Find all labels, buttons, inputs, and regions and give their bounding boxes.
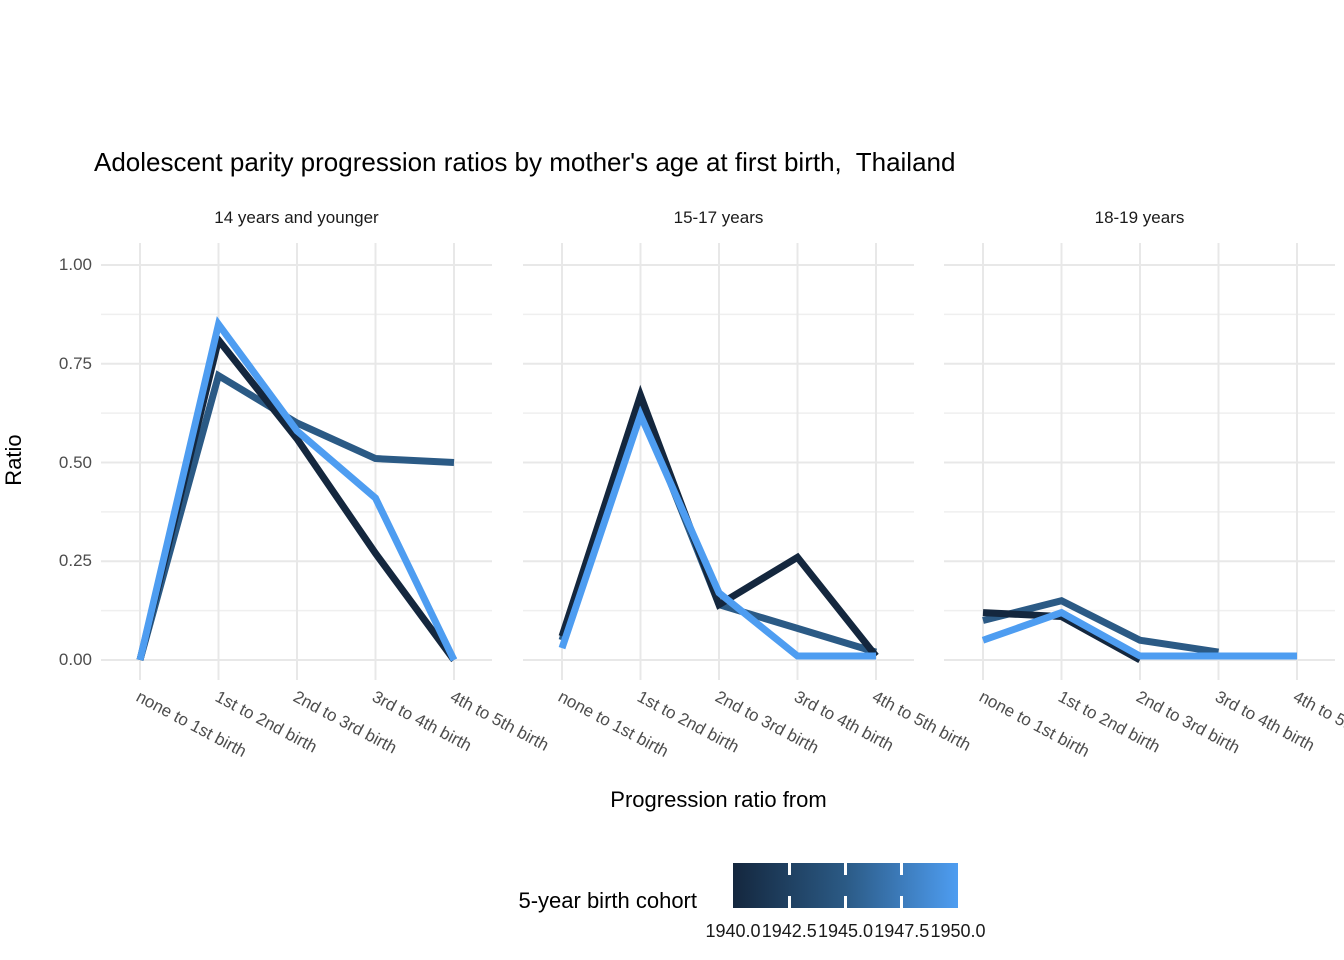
facet-strip-label: 15-17 years xyxy=(673,208,764,227)
legend-tick-label: 1947.5 xyxy=(874,921,930,941)
legend-title: 5-year birth cohort xyxy=(518,888,697,913)
series-line-cohort-1945-facet-0 xyxy=(136,370,455,661)
colorbar-tick xyxy=(844,863,847,875)
y-tick-label: 0.50 xyxy=(58,452,92,472)
legend-tick-label: 1942.5 xyxy=(761,921,817,941)
x-axis-title: Progression ratio from xyxy=(610,787,827,812)
y-tick-label: 0.25 xyxy=(58,551,92,571)
series-line-cohort-1950-facet-1 xyxy=(558,405,876,660)
facet-strip-label: 14 years and younger xyxy=(214,208,379,227)
facet-strip-label: 18-19 years xyxy=(1094,208,1185,227)
series-line-cohort-1950-facet-0 xyxy=(136,316,458,662)
y-axis-title: Ratio xyxy=(1,434,26,486)
legend-tick-label: 1950.0 xyxy=(930,921,986,941)
page-title: Adolescent parity progression ratios by … xyxy=(94,147,956,177)
colorbar-tick xyxy=(900,863,904,875)
legend-tick-label: 1940.0 xyxy=(705,921,761,941)
legend-colorbar xyxy=(733,863,958,908)
legend-tick-label: 1945.0 xyxy=(817,921,874,941)
colorbar-tick xyxy=(787,863,791,875)
series-line-cohort-1945-facet-2 xyxy=(982,597,1220,656)
series-line-cohort-1940-facet-1 xyxy=(558,384,879,659)
colorbar-tick xyxy=(787,896,791,908)
series-line-cohort-1950-facet-2 xyxy=(981,608,1297,660)
colorbar-tick xyxy=(844,896,847,908)
y-tick-label: 1.00 xyxy=(58,255,92,274)
y-tick-label: 0.75 xyxy=(58,353,92,373)
colorbar-tick xyxy=(900,896,904,908)
y-tick-label: 0.00 xyxy=(58,650,92,669)
